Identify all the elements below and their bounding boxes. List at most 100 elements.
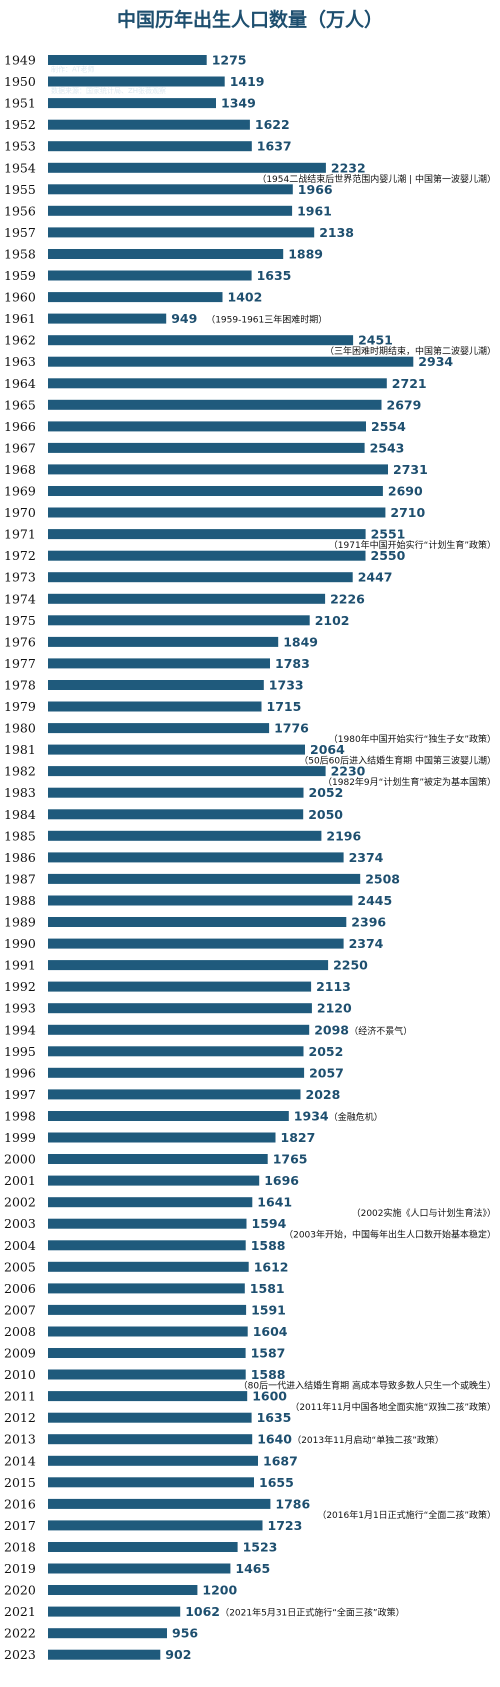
bar-2000 — [48, 1154, 268, 1164]
year-label-1986: 1986 — [4, 850, 36, 865]
value-label-1964: 2721 — [392, 376, 427, 391]
year-label-1985: 1985 — [4, 828, 36, 843]
annotation-1994: （经济不景气） — [349, 1025, 412, 1037]
bar-1949 — [48, 55, 207, 65]
value-label-2002: 1641 — [257, 1195, 292, 1210]
value-label-1954: 2232 — [331, 160, 366, 175]
value-label-1967: 2543 — [370, 440, 405, 455]
value-label-2016: 1786 — [275, 1496, 310, 1511]
bar-2020 — [48, 1585, 198, 1595]
bar-2013 — [48, 1434, 253, 1445]
year-label-1970: 1970 — [4, 505, 36, 520]
year-label-2018: 2018 — [4, 1540, 36, 1555]
year-label-2017: 2017 — [4, 1518, 36, 1533]
bar-1984 — [48, 809, 304, 820]
annotation-1980: （1980年中国开始实行“独生子女”政策） — [329, 733, 496, 745]
year-label-1967: 1967 — [4, 440, 36, 455]
bar-2007 — [48, 1304, 247, 1315]
year-label-1952: 1952 — [4, 117, 36, 132]
year-label-1982: 1982 — [4, 764, 36, 779]
bar-1982 — [48, 766, 326, 777]
year-label-1990: 1990 — [4, 936, 36, 951]
bar-1983 — [48, 787, 304, 798]
year-label-1989: 1989 — [4, 915, 36, 930]
value-label-2017: 1723 — [268, 1518, 303, 1533]
year-label-2009: 2009 — [4, 1346, 36, 1361]
value-label-1986: 2374 — [349, 850, 384, 865]
bar-1967 — [48, 442, 365, 453]
value-label-2019: 1465 — [235, 1561, 270, 1576]
value-label-2006: 1581 — [250, 1281, 285, 1296]
value-label-1988: 2445 — [357, 893, 392, 908]
bar-2015 — [48, 1477, 254, 1488]
value-label-2007: 1591 — [251, 1302, 286, 1317]
value-label-1998: 1934 — [294, 1109, 329, 1124]
year-label-2011: 2011 — [4, 1389, 36, 1404]
bar-1985 — [48, 830, 322, 841]
bar-1973 — [48, 572, 353, 583]
bar-1962 — [48, 335, 354, 346]
year-label-2000: 2000 — [4, 1152, 36, 1167]
bar-1998 — [48, 1111, 289, 1121]
value-label-1977: 1783 — [275, 656, 310, 671]
annotation-1971: （1971年中国开始实行“计划生育”政策） — [329, 539, 496, 551]
value-label-1996: 2057 — [309, 1065, 344, 1080]
year-label-1972: 1972 — [4, 548, 36, 563]
bar-2022 — [48, 1628, 167, 1639]
bar-2018 — [48, 1542, 238, 1552]
value-label-1968: 2731 — [393, 462, 428, 477]
year-label-2022: 2022 — [4, 1626, 36, 1641]
bar-1951 — [48, 98, 216, 109]
value-label-2008: 1604 — [253, 1324, 288, 1339]
year-label-1960: 1960 — [4, 290, 36, 305]
year-label-1956: 1956 — [4, 203, 36, 218]
chart-title: 中国历年出生人口数量（万人） — [117, 8, 383, 31]
annotation-1998: （金融危机） — [329, 1111, 383, 1123]
value-label-1973: 2447 — [358, 570, 393, 585]
bar-1996 — [48, 1067, 305, 1078]
value-label-2010: 1588 — [251, 1367, 286, 1382]
value-label-2015: 1655 — [259, 1475, 294, 1490]
year-label-1966: 1966 — [4, 419, 36, 434]
annotation-1954: （1954二战结束后世界范围内婴儿潮 | 中国第一波婴儿潮） — [257, 173, 496, 185]
year-label-2002: 2002 — [4, 1195, 36, 1210]
year-label-1979: 1979 — [4, 699, 36, 714]
bars-layer — [48, 55, 414, 1660]
value-label-1960: 1402 — [228, 290, 263, 305]
credit-1: 数据来源：国家统计局、ZH张薇观察 — [51, 86, 166, 95]
year-label-1971: 1971 — [4, 527, 36, 542]
value-label-1992: 2113 — [316, 979, 351, 994]
value-label-2023: 902 — [165, 1647, 191, 1662]
year-label-1962: 1962 — [4, 333, 36, 348]
year-label-2005: 2005 — [4, 1259, 36, 1274]
bar-1968 — [48, 464, 388, 475]
year-label-1978: 1978 — [4, 678, 36, 693]
year-label-1997: 1997 — [4, 1087, 36, 1102]
annotation-1962: （三年困难时期结束，中国第二波婴儿潮） — [325, 345, 496, 357]
value-label-1981: 2064 — [310, 742, 345, 757]
year-label-2007: 2007 — [4, 1302, 36, 1317]
value-label-2018: 1523 — [243, 1540, 278, 1555]
value-label-1999: 1827 — [281, 1130, 316, 1145]
value-label-2000: 1765 — [273, 1152, 308, 1167]
bar-1959 — [48, 270, 252, 281]
bar-1965 — [48, 399, 382, 410]
value-label-1997: 2028 — [306, 1087, 341, 1102]
year-label-1951: 1951 — [4, 96, 36, 111]
bar-1980 — [48, 723, 270, 734]
bar-1971 — [48, 529, 366, 540]
bar-1966 — [48, 421, 366, 432]
bar-2019 — [48, 1563, 231, 1574]
bar-1953 — [48, 141, 252, 152]
value-label-1984: 2050 — [308, 807, 343, 822]
value-label-1953: 1637 — [257, 139, 292, 154]
credit-0: 制作：AT老师 — [51, 64, 95, 73]
bar-1960 — [48, 292, 223, 303]
bar-1992 — [48, 981, 312, 992]
bar-2021 — [48, 1606, 181, 1617]
bar-2011 — [48, 1391, 248, 1402]
bar-2009 — [48, 1348, 246, 1358]
year-label-2020: 2020 — [4, 1583, 36, 1598]
bar-1991 — [48, 960, 329, 971]
year-label-2006: 2006 — [4, 1281, 36, 1296]
